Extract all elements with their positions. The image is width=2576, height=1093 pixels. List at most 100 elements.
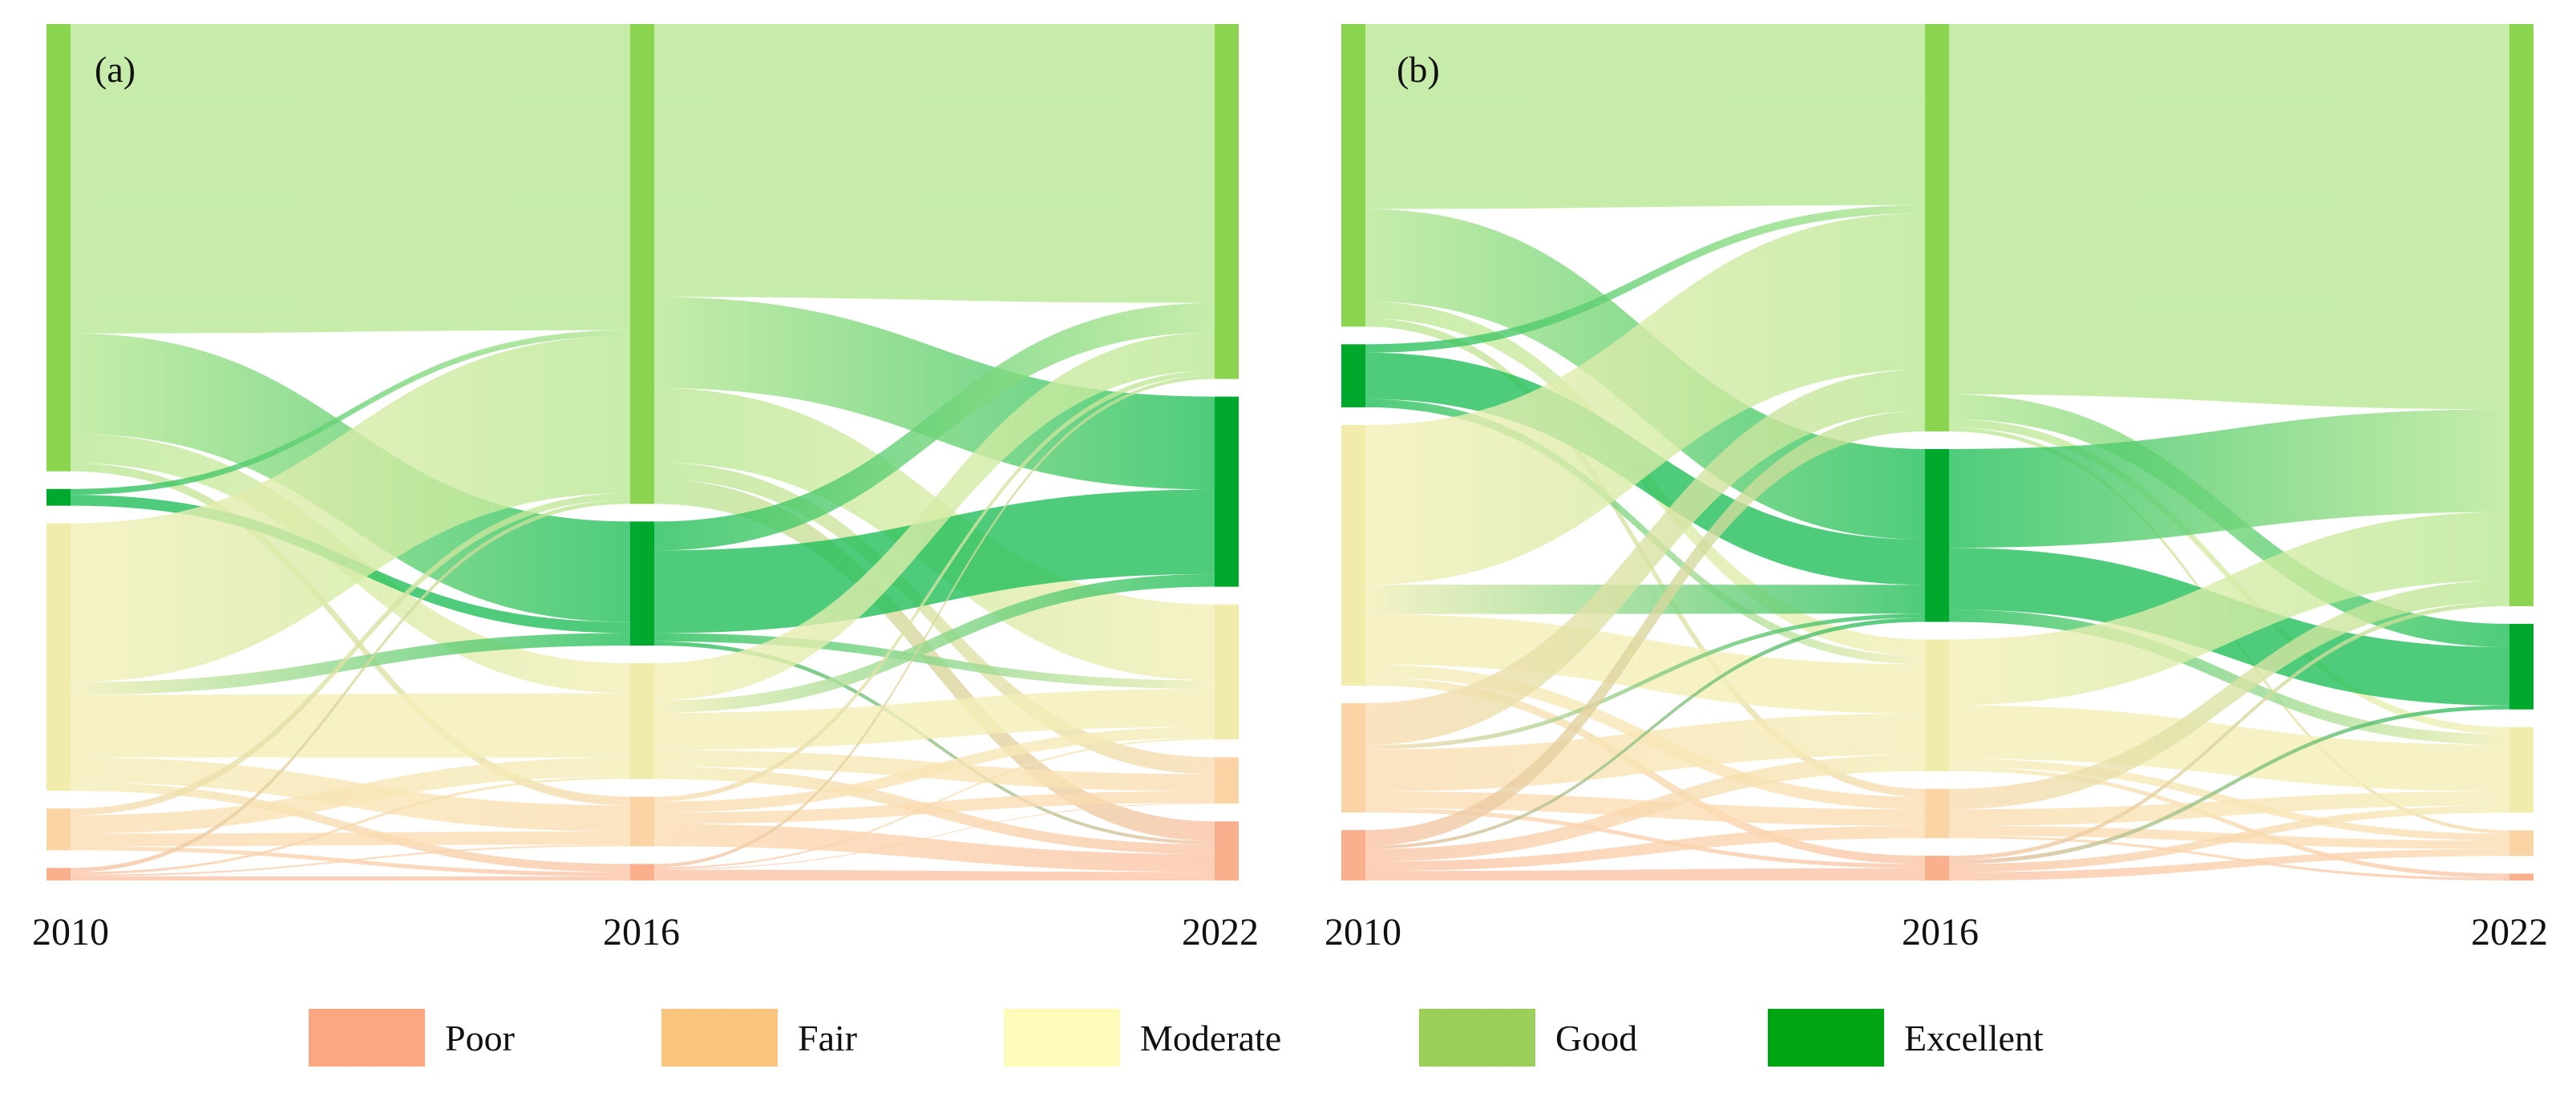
flow-2010-fair-to-2016-poor (1365, 808, 1925, 868)
flow-2016-poor-to-2022-excellent (1949, 705, 2509, 864)
node-2010-excellent (1341, 344, 1365, 407)
flow-2010-excellent-to-2016-good (71, 330, 630, 496)
flow-2016-poor-to-2022-fair (654, 803, 1215, 870)
flow-2010-poor-to-2016-moderate (1365, 755, 1925, 862)
legend-label-good: Good (1555, 1018, 1637, 1059)
flow-2010-poor-to-2016-excellent (1365, 617, 1925, 849)
flow-2010-poor-to-2016-poor (1365, 868, 1925, 880)
flow-2016-moderate-to-2022-good (1949, 512, 2509, 706)
node-2022-poor (1215, 821, 1239, 880)
legend-label-moderate: Moderate (1140, 1018, 1281, 1059)
flow-2010-fair-to-2016-moderate (1365, 713, 1925, 791)
flow-2010-poor-to-2016-good (71, 500, 630, 872)
legend-swatch-poor (309, 1009, 425, 1067)
panel-a-stage-label-2022: 2022 (1182, 911, 1259, 953)
legend-swatch-good (1419, 1009, 1535, 1067)
node-2010-moderate (47, 523, 71, 791)
node-2022-moderate (1215, 604, 1239, 740)
node-2016-poor (630, 864, 654, 880)
panel-a-stage-label-2010: 2010 (32, 911, 109, 953)
flow-2016-fair-to-2022-good (1949, 580, 2509, 810)
node-2022-excellent (2509, 623, 2534, 710)
node-2022-good (1215, 24, 1239, 379)
node-2010-fair (1341, 702, 1365, 813)
node-2010-poor (47, 868, 71, 880)
flow-2010-excellent-to-2016-good (1365, 204, 1925, 353)
panel-a: (a) 2010 2016 2022 (32, 24, 1259, 953)
node-2016-good (630, 24, 654, 504)
flow-2010-moderate-to-2016-moderate (71, 693, 630, 758)
flow-2010-good-to-2016-fair (71, 463, 630, 806)
flow-2016-poor-to-2022-poor (654, 869, 1215, 880)
flow-2010-fair-to-2016-fair (71, 831, 630, 847)
legend-label-poor: Poor (445, 1018, 515, 1059)
flow-2010-moderate-to-2016-moderate (1365, 613, 1925, 714)
flow-2010-fair-to-2016-good (1365, 369, 1925, 746)
node-2016-excellent (1925, 448, 1949, 622)
node-2016-excellent (630, 521, 654, 646)
flow-2016-moderate-to-2022-fair (1949, 759, 2509, 841)
flow-2010-good-to-2016-good (71, 24, 630, 334)
flow-2016-poor-to-2022-good (1949, 601, 2509, 860)
flow-2016-fair-to-2022-moderate (654, 727, 1215, 813)
flow-2016-poor-to-2022-good (654, 375, 1215, 868)
flow-2016-moderate-to-2022-moderate (654, 689, 1215, 751)
node-2022-fair (2509, 830, 2534, 856)
legend-swatch-excellent (1768, 1009, 1884, 1067)
legend-swatch-moderate (1004, 1009, 1120, 1067)
flow-2016-good-to-2022-good (654, 24, 1215, 303)
node-2010-excellent (47, 488, 71, 506)
node-2010-good (47, 24, 71, 472)
flow-2010-moderate-to-2016-excellent (1365, 585, 1925, 614)
flow-2016-fair-to-2022-moderate (1949, 791, 2509, 826)
node-2016-poor (1925, 856, 1949, 880)
panel-a-label: (a) (95, 49, 135, 90)
flow-2016-good-to-2022-fair (654, 462, 1215, 775)
panel-b-stage-label-2016: 2016 (1902, 911, 1979, 953)
node-2022-moderate (2509, 727, 2534, 813)
node-2010-poor (1341, 830, 1365, 880)
flow-2016-moderate-to-2022-poor (1949, 767, 2509, 878)
node-2010-good (1341, 24, 1365, 327)
node-2016-moderate (1925, 639, 1949, 771)
panel-a-flow-bands (71, 24, 1215, 880)
node-2016-fair (1925, 788, 1949, 839)
flow-2016-excellent-to-2022-good (1949, 409, 2509, 549)
node-2016-fair (630, 796, 654, 847)
flow-2010-fair-to-2016-good (71, 492, 630, 816)
flow-2016-fair-to-2022-good (654, 370, 1215, 802)
flow-2016-excellent-to-2022-excellent (654, 489, 1215, 634)
flow-2016-poor-to-2022-moderate (654, 738, 1215, 869)
flow-2010-moderate-to-2016-poor (71, 782, 630, 872)
flow-2016-excellent-to-2022-good (654, 302, 1215, 551)
flow-2010-moderate-to-2016-good (1365, 213, 1925, 585)
node-2022-poor (2509, 873, 2534, 880)
flow-2010-fair-to-2016-excellent (1365, 613, 1925, 750)
flow-2016-good-to-2022-good (1949, 24, 2509, 410)
node-2016-good (1925, 24, 1949, 431)
flow-2016-good-to-2022-excellent (654, 297, 1215, 490)
node-2022-excellent (1215, 396, 1239, 587)
flow-2016-moderate-to-2022-excellent (654, 573, 1215, 713)
panel-b-stage-label-2022: 2022 (2471, 911, 2548, 953)
legend: Poor Fair Moderate Good Excellent (309, 1009, 2044, 1067)
panel-a-stage-nodes (47, 24, 1239, 880)
flow-2010-excellent-to-2016-moderate (1365, 399, 1925, 665)
flow-2016-excellent-to-2022-poor (654, 641, 1215, 844)
flow-2010-poor-to-2016-moderate (71, 776, 630, 875)
legend-swatch-fair (661, 1009, 778, 1067)
node-2022-good (2509, 24, 2534, 606)
panel-b-stage-label-2010: 2010 (1324, 911, 1401, 953)
panel-b: (b) 2010 2016 2022 (1324, 24, 2548, 953)
flow-2010-poor-to-2016-fair (71, 844, 630, 876)
node-2022-fair (1215, 757, 1239, 804)
node-2010-fair (47, 808, 71, 851)
flow-2010-good-to-2016-good (1365, 24, 1925, 209)
panel-b-stage-nodes (1341, 24, 2534, 880)
panel-b-flow-bands (1365, 24, 2509, 880)
panel-a-stage-label-2016: 2016 (603, 911, 680, 953)
flow-2016-fair-to-2022-poor (654, 824, 1215, 872)
flow-2010-poor-to-2016-good (1365, 411, 1925, 846)
flow-2016-excellent-to-2022-moderate (654, 633, 1215, 690)
flow-2016-moderate-to-2022-moderate (1949, 705, 2509, 791)
